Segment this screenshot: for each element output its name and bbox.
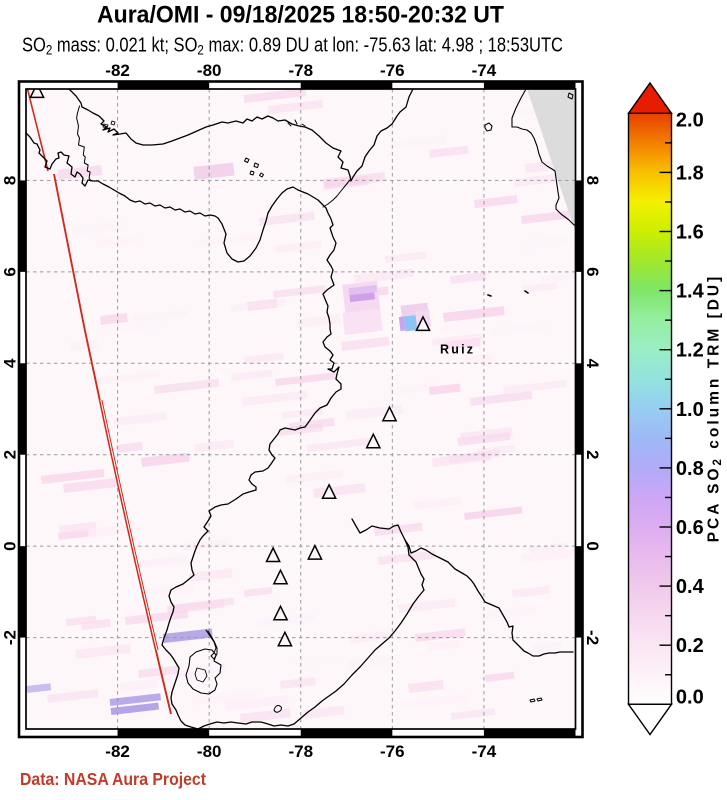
svg-text:-82: -82 <box>105 742 130 761</box>
svg-text:4: 4 <box>583 359 602 369</box>
svg-text:8: 8 <box>1 176 20 185</box>
svg-text:2: 2 <box>583 450 602 459</box>
svg-text:1.4: 1.4 <box>676 281 705 303</box>
svg-text:1.6: 1.6 <box>676 222 704 244</box>
svg-text:0.6: 0.6 <box>676 517 704 539</box>
svg-text:-80: -80 <box>197 61 222 80</box>
svg-text:2: 2 <box>1 450 20 459</box>
svg-text:PCA SO2 column TRM [DU]: PCA SO2 column TRM [DU] <box>706 274 725 543</box>
svg-text:-82: -82 <box>105 61 130 80</box>
svg-text:-2: -2 <box>1 630 20 645</box>
svg-text:-76: -76 <box>380 61 405 80</box>
svg-text:4: 4 <box>1 358 20 368</box>
svg-text:0: 0 <box>1 541 20 550</box>
svg-text:-76: -76 <box>380 742 405 761</box>
svg-text:Ruiz: Ruiz <box>440 343 475 357</box>
svg-text:-74: -74 <box>472 742 497 761</box>
svg-text:0.2: 0.2 <box>676 635 704 657</box>
svg-text:0: 0 <box>583 541 602 550</box>
svg-text:SO2 mass: 0.021 kt; SO2 max: 0: SO2 mass: 0.021 kt; SO2 max: 0.89 DU at … <box>22 35 563 58</box>
svg-text:8: 8 <box>583 176 602 185</box>
svg-text:6: 6 <box>1 267 20 276</box>
svg-text:1.2: 1.2 <box>676 340 704 362</box>
svg-text:1.0: 1.0 <box>676 399 704 421</box>
svg-text:0.4: 0.4 <box>676 576 705 598</box>
svg-text:2.0: 2.0 <box>676 110 704 132</box>
svg-text:1.8: 1.8 <box>676 162 704 184</box>
svg-text:6: 6 <box>583 267 602 276</box>
svg-text:-2: -2 <box>583 630 602 645</box>
svg-text:Aura/OMI - 09/18/2025 18:50-20: Aura/OMI - 09/18/2025 18:50-20:32 UT <box>97 2 504 29</box>
svg-text:-78: -78 <box>289 61 314 80</box>
svg-text:-80: -80 <box>197 742 222 761</box>
svg-text:0.8: 0.8 <box>676 458 704 480</box>
svg-text:-74: -74 <box>472 61 497 80</box>
svg-text:Data: NASA Aura Project: Data: NASA Aura Project <box>20 769 206 789</box>
svg-text:-78: -78 <box>289 742 314 761</box>
svg-text:0.0: 0.0 <box>676 687 704 709</box>
